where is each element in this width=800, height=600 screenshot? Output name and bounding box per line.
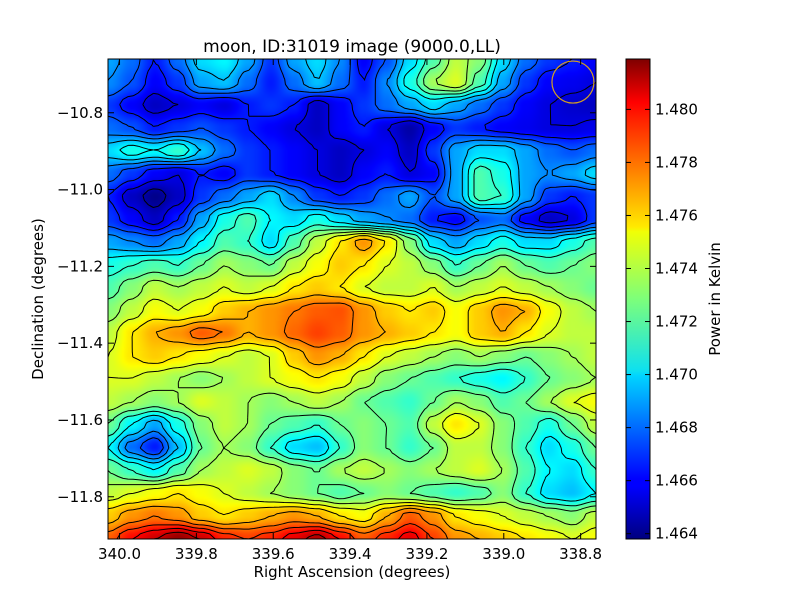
colorbar-tick-label-4: 1.472 xyxy=(655,313,698,331)
contour-level-15 xyxy=(131,527,420,539)
contour-level-0 xyxy=(142,188,167,208)
contour-level-2 xyxy=(108,59,596,231)
contour-level-13 xyxy=(108,302,449,539)
x-tick-label-4: 339.2 xyxy=(405,545,448,563)
colorbar-label: Power in Kelvin xyxy=(706,242,724,356)
x-axis-label: Right Ascension (degrees) xyxy=(254,563,451,581)
colorbar-tick-label-2: 1.468 xyxy=(655,419,698,437)
heatmap xyxy=(108,59,596,539)
x-tick-label-5: 339.0 xyxy=(482,545,525,563)
colorbar-tick-label-7: 1.478 xyxy=(655,153,698,171)
colorbar: 1.464 1.466 1.468 1.470 1.472 1.474 1.476 1.478… xyxy=(625,58,724,543)
colorbar-tick-label-5: 1.474 xyxy=(655,260,698,278)
x-axis: 340.0 339.8 339.6 339.4 339.2 339.0 338.8 xyxy=(98,59,602,563)
colorbar-gradient xyxy=(625,58,651,540)
contour-level-12 xyxy=(108,238,526,539)
colorbar-tick-label-0: 1.464 xyxy=(655,525,698,543)
colorbar-ticks: 1.464 1.466 1.468 1.470 1.472 1.474 1.476 1.478… xyxy=(626,100,698,543)
y-axis-label: Declination (degrees) xyxy=(29,218,47,380)
colorbar-tick-label-3: 1.470 xyxy=(655,366,698,384)
y-tick-label-3: −11.4 xyxy=(57,334,103,352)
y-tick-label-4: −11.6 xyxy=(57,411,103,429)
y-tick-label-0: −10.8 xyxy=(57,104,103,122)
x-tick-label-2: 339.6 xyxy=(252,545,295,563)
contour-lines xyxy=(108,59,596,539)
contour-level-11 xyxy=(108,235,541,539)
x-tick-label-0: 340.0 xyxy=(98,545,141,563)
y-tick-label-2: −11.2 xyxy=(57,257,103,275)
contour-level-7 xyxy=(108,59,596,507)
contour-level-6 xyxy=(108,59,596,502)
contour-level-14 xyxy=(116,523,435,539)
contour-level-9 xyxy=(108,59,596,526)
y-axis: −10.8 −11.0 −11.2 −11.4 −11.6 −11.8 xyxy=(57,104,596,506)
contour-level-10 xyxy=(108,233,596,539)
x-tick-label-1: 339.8 xyxy=(175,545,218,563)
plot-frame xyxy=(107,58,597,540)
colorbar-tick-label-8: 1.480 xyxy=(655,100,698,118)
chart-title: moon, ID:31019 image (9000.0,LL) xyxy=(203,37,501,57)
contour-level-3 xyxy=(108,59,596,456)
colorbar-tick-label-1: 1.466 xyxy=(655,472,698,490)
x-tick-label-6: 338.8 xyxy=(559,545,602,563)
contour-level-1 xyxy=(121,81,596,226)
beam-marker xyxy=(551,60,595,104)
y-tick-label-1: −11.0 xyxy=(57,181,103,199)
contour-level-8 xyxy=(108,59,596,512)
heatmap-image xyxy=(108,59,596,539)
y-tick-label-5: −11.8 xyxy=(57,488,103,506)
colorbar-tick-label-6: 1.476 xyxy=(655,206,698,224)
x-tick-label-3: 339.4 xyxy=(329,545,372,563)
